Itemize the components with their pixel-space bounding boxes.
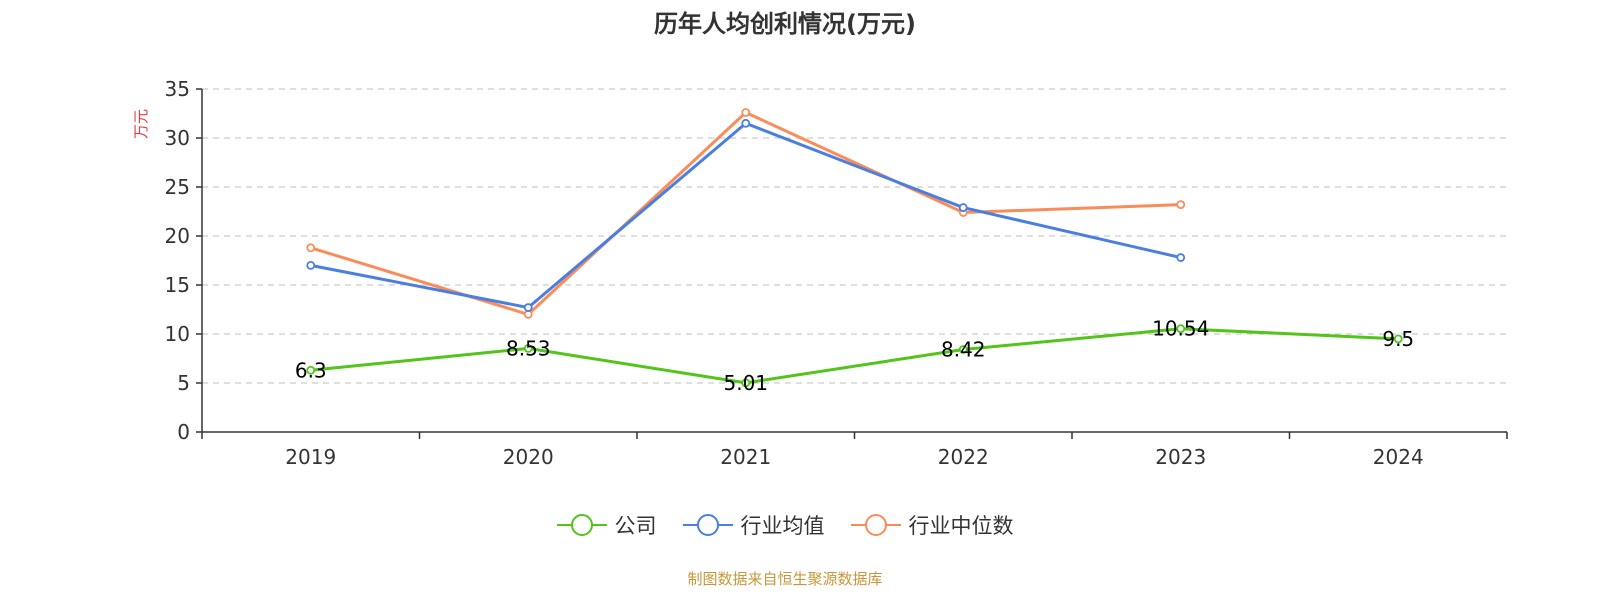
y-tick-label: 5 (177, 371, 190, 395)
y-tick-label: 10 (165, 322, 190, 346)
y-tick-label: 25 (165, 175, 190, 199)
x-tick-label: 2024 (1373, 445, 1424, 469)
data-label: 8.42 (941, 337, 986, 361)
y-tick-label: 20 (165, 224, 190, 248)
y-tick-label: 30 (165, 126, 190, 150)
y-tick-label: 35 (165, 77, 190, 101)
legend-swatch-icon (850, 514, 901, 536)
data-point (1176, 253, 1186, 262)
chart-title: 历年人均创利情况(万元) (654, 10, 916, 38)
data-point (958, 203, 968, 212)
x-tick-label: 2022 (938, 445, 989, 469)
data-point (741, 108, 751, 117)
legend: 公司 行业均值 行业中位数 (0, 510, 1570, 540)
data-labels: 6.3 8.53 5.01 8.42 10.54 9.5 (295, 317, 1414, 395)
gridlines (202, 88, 1507, 384)
data-label: 5.01 (723, 371, 768, 395)
series-layer (306, 108, 1403, 388)
y-tick-label: 15 (165, 273, 190, 297)
legend-swatch-icon (556, 514, 607, 536)
y-axis-unit-label: 万元 (132, 109, 150, 139)
y-tick-label: 0 (177, 420, 190, 444)
data-label: 6.3 (295, 358, 327, 382)
data-point (741, 378, 751, 388)
data-point (741, 118, 751, 128)
x-tick-label: 2020 (503, 445, 554, 469)
data-point (1393, 334, 1403, 344)
legend-label: 行业中位数 (908, 514, 1014, 538)
legend-label: 公司 (614, 514, 657, 538)
data-label: 9.5 (1382, 327, 1414, 351)
series-line-1 (310, 121, 1182, 310)
axes: 0 5 10 15 20 25 30 35 2019 2020 2021 2022 2023 2024 (165, 77, 1508, 469)
x-tick-label: 2019 (285, 445, 336, 469)
legend-label: 行业均值 (740, 514, 825, 538)
data-point (523, 303, 533, 312)
legend-item-0[interactable]: 公司 (556, 510, 657, 540)
data-point (1176, 324, 1186, 334)
data-point (958, 345, 968, 354)
data-label: 8.53 (506, 336, 551, 360)
series-line-0 (310, 327, 1399, 385)
data-point (306, 260, 316, 270)
source-note: 制图数据来自恒生聚源数据库 (687, 570, 883, 588)
data-point (306, 243, 316, 253)
legend-swatch-icon (682, 514, 733, 536)
line-chart: 0 5 10 15 20 25 30 35 2019 2020 2021 2022 2023 2024 万… (132, 77, 1508, 469)
data-point (1176, 200, 1186, 210)
data-point (523, 309, 533, 319)
legend-item-1[interactable]: 行业均值 (682, 510, 825, 540)
series-line-2 (310, 111, 1181, 316)
data-point (306, 365, 316, 375)
data-label: 10.54 (1152, 317, 1209, 341)
legend-item-2[interactable]: 行业中位数 (850, 510, 1014, 540)
x-tick-label: 2023 (1155, 445, 1206, 469)
x-tick-label: 2021 (720, 445, 771, 469)
data-point (523, 344, 533, 353)
